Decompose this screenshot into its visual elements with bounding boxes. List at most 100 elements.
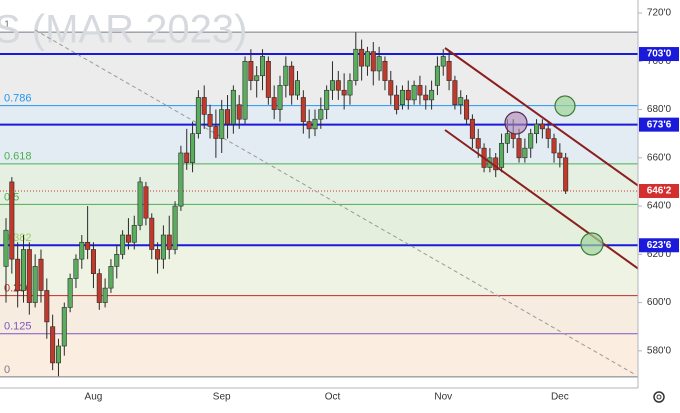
- candle-body: [429, 89, 435, 101]
- marker-circle: [504, 111, 528, 135]
- price-label: 623'6: [647, 240, 672, 251]
- axes: 720'0 700'0 680'0 660'0 640'0 620'0 600'0 580'0…: [85, 8, 679, 403]
- candle-body: [335, 80, 341, 91]
- candle-body: [50, 326, 56, 364]
- candle-body: [207, 114, 213, 127]
- candle-body: [277, 85, 283, 110]
- candle-body: [411, 85, 417, 101]
- candle-body: [125, 234, 131, 243]
- x-tick-label: Dec: [551, 392, 569, 403]
- candle-body: [38, 258, 44, 291]
- candle-body: [120, 234, 126, 255]
- candle-body: [475, 138, 481, 149]
- y-tick-label: 660'0: [647, 152, 672, 163]
- candle-body: [213, 126, 219, 139]
- candle-body: [190, 133, 196, 163]
- y-tick-label: 620'0: [647, 249, 672, 260]
- fib-label: 1: [4, 19, 10, 31]
- candle-body: [341, 89, 347, 96]
- candle-body: [108, 266, 114, 289]
- candle-body: [394, 94, 400, 110]
- candle-body: [55, 345, 61, 364]
- candle-body: [399, 89, 405, 106]
- candle-body: [155, 249, 161, 260]
- candle-body: [219, 109, 225, 139]
- candle-body: [329, 80, 335, 91]
- candle-body: [516, 138, 522, 159]
- price-label-box: [639, 238, 679, 253]
- candle-body: [20, 249, 26, 291]
- candle-body: [242, 60, 248, 120]
- candle-body: [114, 254, 120, 267]
- candle-body: [388, 80, 394, 96]
- fib-zone: [0, 163, 638, 205]
- marker-circle: [554, 95, 576, 117]
- candle-body: [434, 65, 440, 86]
- candle-body: [172, 205, 178, 250]
- candle-body: [73, 258, 79, 279]
- candle-body: [260, 56, 266, 77]
- candle-body: [539, 123, 545, 130]
- y-tick-label: 680'0: [647, 104, 672, 115]
- candle-body: [3, 229, 9, 267]
- candle-body: [32, 266, 38, 303]
- fib-label: 0.618: [4, 151, 32, 163]
- candle-body: [300, 97, 306, 122]
- candle-body: [26, 249, 32, 303]
- candle-body: [160, 234, 166, 260]
- candle-body: [551, 138, 557, 154]
- fib-label: 0.786: [4, 93, 32, 105]
- candle-body: [376, 56, 382, 72]
- dashed-trend: [34, 29, 637, 376]
- candle-body: [15, 258, 21, 291]
- price-label: 703'0: [647, 49, 672, 60]
- x-tick-label: Aug: [85, 392, 103, 403]
- candle-body: [283, 65, 289, 86]
- y-tick-label: 600'0: [647, 297, 672, 308]
- candle-body: [440, 56, 446, 67]
- x-tick-label: Oct: [325, 392, 341, 403]
- fib-zone: [0, 295, 638, 334]
- candle-body: [318, 109, 324, 120]
- y-tick-label: 640'0: [647, 201, 672, 212]
- candle-body: [364, 51, 370, 67]
- y-tick-label: 720'0: [647, 8, 672, 19]
- candle-body: [469, 118, 475, 139]
- candle-body: [289, 65, 295, 96]
- candle-body: [79, 241, 85, 260]
- candle-body: [143, 186, 149, 219]
- candle-body: [557, 152, 563, 159]
- candle-body: [370, 51, 376, 72]
- candle-body: [563, 157, 569, 192]
- candle-body: [44, 290, 50, 323]
- candle-body: [504, 133, 510, 144]
- candle-body: [294, 80, 300, 96]
- candle-body: [9, 181, 15, 260]
- candle-body: [452, 80, 458, 106]
- watermark: S (MAR 2023): [0, 8, 247, 52]
- x-axis-panel: [0, 388, 638, 408]
- settings-icon[interactable]: [653, 391, 665, 403]
- y-tick-label: 700'0: [647, 56, 672, 67]
- candle-body: [499, 143, 505, 168]
- candle-body: [254, 75, 260, 81]
- last-price-box: [639, 183, 679, 198]
- fib-zone: [0, 245, 638, 296]
- candle-body: [405, 89, 411, 101]
- candle-body: [195, 97, 201, 134]
- candle-body: [201, 97, 207, 115]
- price-label-box: [639, 47, 679, 62]
- candle-body: [458, 97, 464, 106]
- channel-upper: [444, 47, 641, 188]
- candle-body: [382, 60, 388, 81]
- x-tick-label: Sep: [213, 392, 231, 403]
- candle-body: [522, 147, 528, 159]
- candle-body: [545, 128, 551, 139]
- candle-body: [271, 97, 277, 110]
- candle-body: [353, 48, 359, 81]
- candle-body: [534, 123, 540, 134]
- x-tick-label: Nov: [434, 392, 452, 403]
